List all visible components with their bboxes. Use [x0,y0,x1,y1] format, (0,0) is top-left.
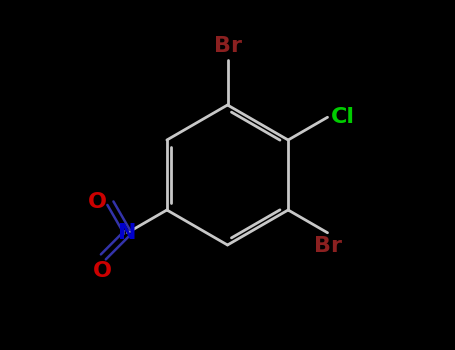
Text: Cl: Cl [331,107,355,127]
Text: N: N [118,223,136,243]
Text: O: O [93,261,112,281]
Text: Br: Br [313,236,342,256]
Text: Br: Br [213,36,242,56]
Text: O: O [87,193,106,212]
